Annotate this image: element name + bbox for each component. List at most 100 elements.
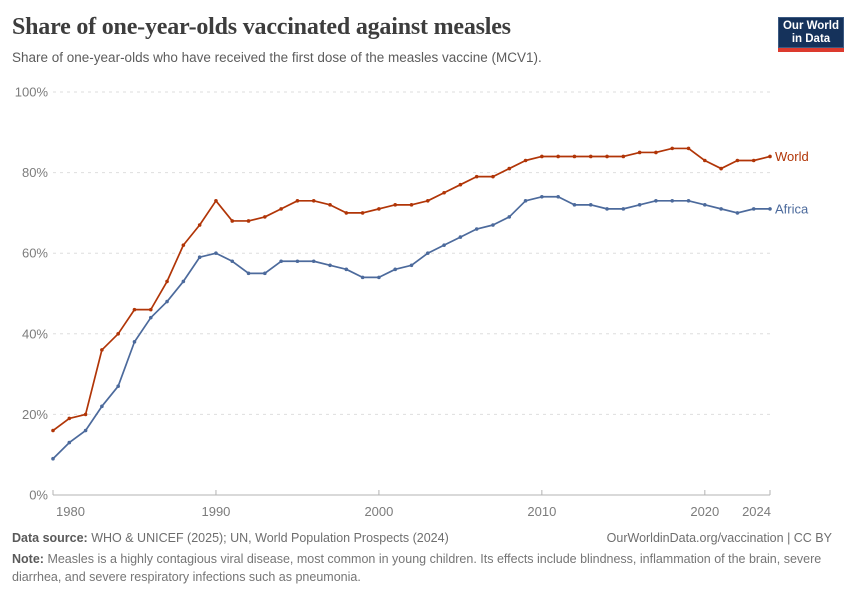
africa-point[interactable] (588, 203, 593, 207)
world-point[interactable] (507, 166, 512, 171)
world-point[interactable] (311, 199, 316, 203)
africa-point[interactable] (751, 207, 756, 211)
africa-point[interactable] (654, 199, 658, 203)
world-point[interactable] (100, 348, 104, 352)
world-point[interactable] (735, 158, 740, 163)
world-line[interactable] (52, 147, 771, 432)
world-point[interactable] (165, 279, 169, 284)
africa-point[interactable] (703, 203, 707, 207)
chart-footer: Data source: WHO & UNICEF (2025); UN, Wo… (12, 531, 832, 586)
world-point[interactable] (295, 199, 300, 203)
owid-logo[interactable]: Our World in Data (778, 17, 844, 52)
world-point[interactable] (67, 416, 72, 421)
africa-point[interactable] (409, 263, 414, 268)
africa-point[interactable] (377, 275, 381, 280)
africa-point[interactable] (425, 251, 430, 255)
world-point[interactable] (344, 211, 349, 215)
world-point[interactable] (703, 158, 707, 163)
africa-point[interactable] (523, 199, 528, 203)
africa-point[interactable] (165, 299, 169, 304)
africa-point[interactable] (572, 203, 577, 207)
africa-line[interactable] (52, 195, 771, 460)
page-title: Share of one-year-olds vaccinated agains… (12, 14, 511, 40)
africa-point[interactable] (67, 440, 72, 445)
africa-point[interactable] (214, 251, 218, 255)
y-tick-label: 80% (22, 165, 48, 180)
world-point[interactable] (572, 154, 577, 159)
world-point[interactable] (197, 223, 202, 227)
world-point[interactable] (83, 412, 88, 417)
africa-point[interactable] (768, 207, 772, 211)
africa-point[interactable] (230, 259, 235, 264)
world-point[interactable] (621, 154, 626, 159)
africa-point[interactable] (670, 199, 675, 203)
africa-point[interactable] (295, 259, 300, 264)
world-point[interactable] (686, 146, 691, 151)
africa-point[interactable] (148, 315, 153, 320)
world-point[interactable] (116, 332, 120, 336)
world-point[interactable] (768, 154, 772, 159)
africa-point[interactable] (83, 428, 88, 433)
africa-point[interactable] (686, 199, 691, 203)
africa-point[interactable] (393, 267, 398, 272)
africa-point[interactable] (507, 215, 512, 219)
world-point[interactable] (670, 146, 675, 151)
africa-point[interactable] (735, 211, 740, 215)
world-point[interactable] (540, 154, 544, 159)
africa-point[interactable] (263, 271, 267, 276)
series-label-world[interactable]: World (775, 149, 809, 164)
africa-point[interactable] (621, 207, 626, 211)
world-point[interactable] (393, 203, 398, 207)
world-point[interactable] (491, 174, 495, 179)
world-point[interactable] (148, 307, 153, 312)
series-label-africa[interactable]: Africa (775, 201, 809, 216)
africa-point[interactable] (442, 243, 446, 247)
africa-point[interactable] (637, 203, 642, 207)
africa-point[interactable] (132, 340, 137, 344)
africa-point[interactable] (311, 259, 316, 264)
world-point[interactable] (442, 190, 446, 195)
africa-point[interactable] (116, 384, 120, 388)
world-point[interactable] (719, 166, 723, 171)
world-point[interactable] (588, 154, 593, 159)
africa-point[interactable] (279, 259, 283, 264)
world-point[interactable] (654, 150, 658, 155)
world-point[interactable] (605, 154, 609, 159)
africa-point[interactable] (51, 456, 55, 461)
africa-point[interactable] (344, 267, 349, 272)
africa-point[interactable] (360, 275, 365, 280)
africa-point[interactable] (458, 235, 463, 239)
world-point[interactable] (214, 199, 218, 203)
world-point[interactable] (751, 158, 756, 163)
world-point[interactable] (556, 154, 560, 159)
africa-point[interactable] (100, 404, 104, 409)
world-point[interactable] (132, 307, 137, 312)
attribution-link[interactable]: OurWorldinData.org/vaccination | CC BY (606, 531, 832, 545)
world-point[interactable] (328, 203, 332, 207)
world-point[interactable] (181, 243, 186, 247)
world-point[interactable] (377, 207, 381, 211)
africa-point[interactable] (246, 271, 251, 276)
world-point[interactable] (360, 211, 365, 215)
world-point[interactable] (523, 158, 528, 163)
world-point[interactable] (425, 199, 430, 203)
africa-point[interactable] (605, 207, 609, 211)
africa-point[interactable] (556, 194, 560, 199)
world-point[interactable] (458, 182, 463, 187)
world-point[interactable] (409, 203, 414, 207)
x-tick-label: 2010 (527, 504, 556, 519)
world-point[interactable] (51, 428, 55, 433)
africa-point[interactable] (328, 263, 332, 268)
africa-point[interactable] (181, 279, 186, 284)
world-point[interactable] (637, 150, 642, 155)
world-point[interactable] (474, 174, 479, 179)
world-point[interactable] (246, 219, 251, 223)
africa-point[interactable] (719, 207, 723, 211)
africa-point[interactable] (474, 227, 479, 231)
africa-point[interactable] (540, 194, 544, 199)
africa-point[interactable] (197, 255, 202, 260)
world-point[interactable] (230, 219, 235, 223)
world-point[interactable] (263, 215, 267, 219)
africa-point[interactable] (491, 223, 495, 227)
world-point[interactable] (279, 207, 283, 211)
